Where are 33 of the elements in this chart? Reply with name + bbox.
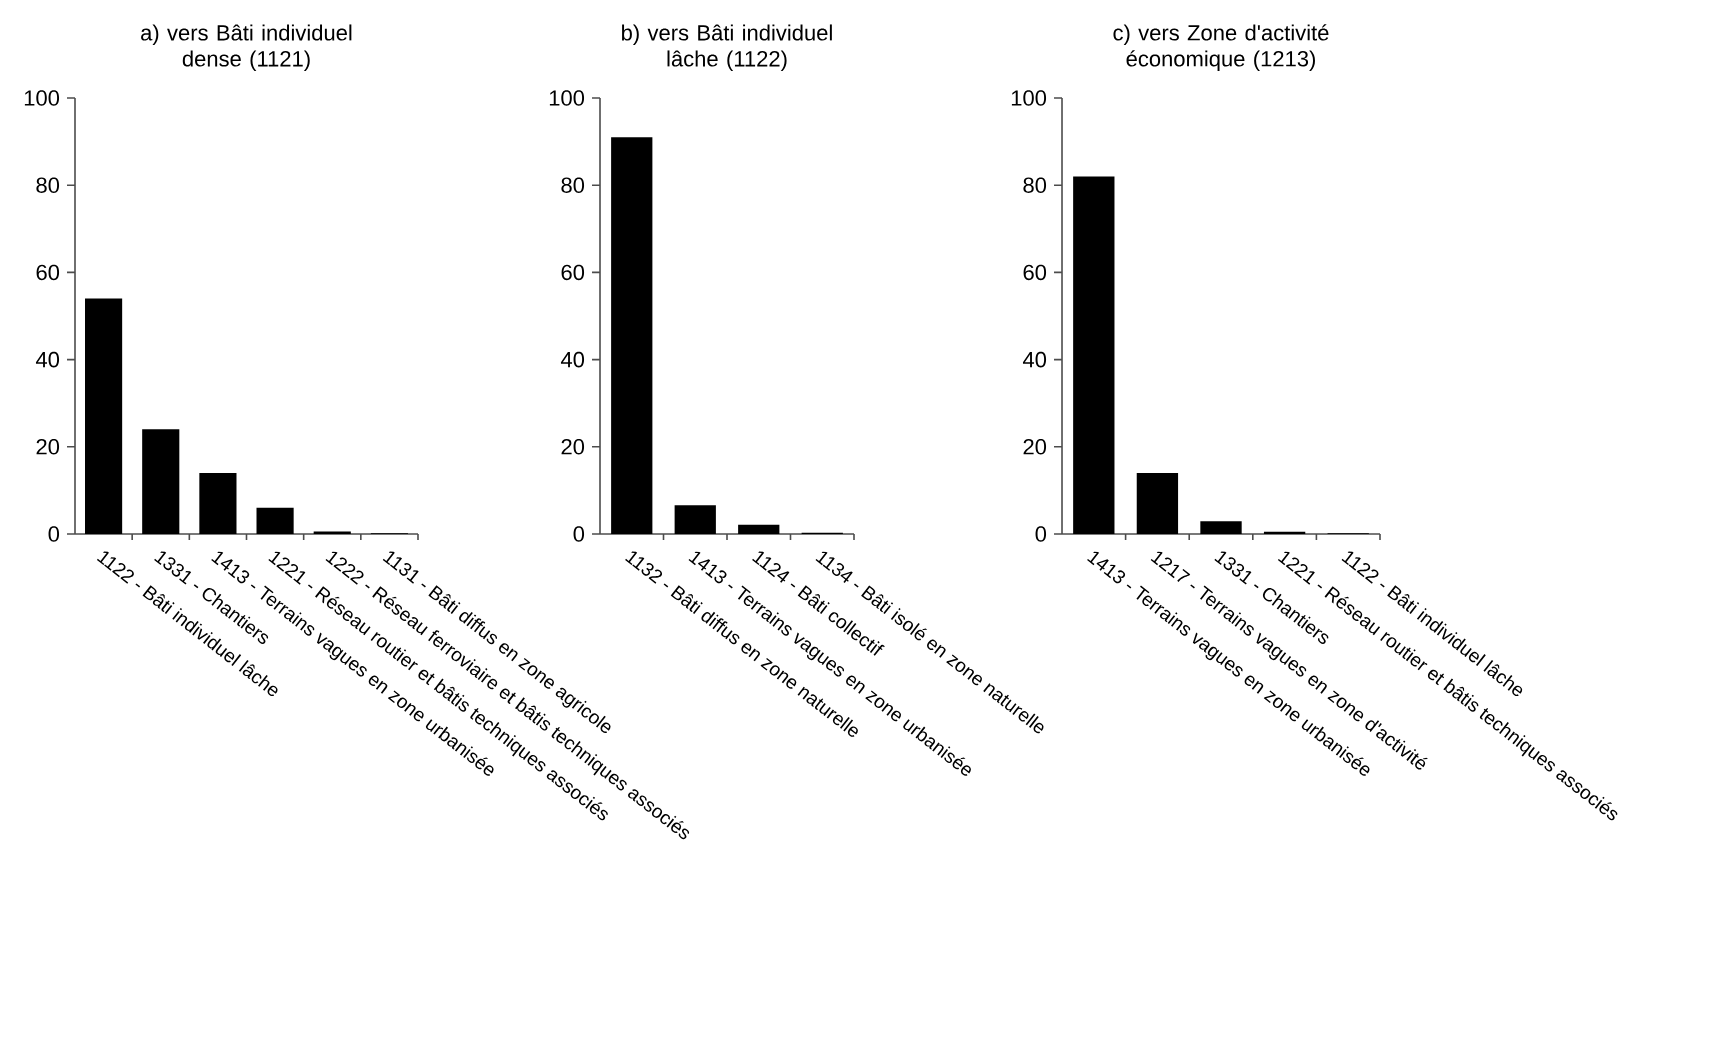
bar [313,531,351,534]
bar [1136,472,1179,534]
y-tick-label: 20 [1023,439,1047,455]
y-tick-label: 100 [549,90,585,106]
y-tick-label: 20 [561,439,585,455]
bar [1200,521,1242,534]
y-tick-label: 40 [35,351,60,368]
y-tick-label: 60 [561,264,585,281]
y-tick-label: 0 [1035,526,1047,542]
y-tick-label: 20 [36,439,60,455]
bar [85,298,123,534]
y-tick-label: 80 [36,177,60,193]
y-tick-label: 100 [24,90,60,106]
y-tick-label: 80 [561,177,585,193]
bar [1073,176,1115,534]
chart-title: a) vers Bâti individuel dense (1121) [141,24,352,71]
chart-title: c) vers Zone d'activité économique (1213) [1113,24,1329,71]
y-tick-label: 60 [1023,264,1047,281]
y-tick-label: 40 [560,351,585,368]
y-tick-label: 100 [1011,90,1047,106]
bar [674,505,716,534]
y-tick-label: 80 [1023,177,1047,193]
chart-title: b) vers Bâti individuel lâche (1122) [622,24,832,71]
bar [1263,531,1306,534]
bar [199,472,237,534]
y-tick-label: 40 [1022,351,1047,368]
bar [611,137,653,534]
y-tick-label: 0 [48,526,60,542]
y-tick-label: 0 [573,526,585,542]
bar [738,524,780,534]
y-tick-label: 60 [36,264,60,281]
bar [142,429,180,534]
bar [256,507,294,534]
